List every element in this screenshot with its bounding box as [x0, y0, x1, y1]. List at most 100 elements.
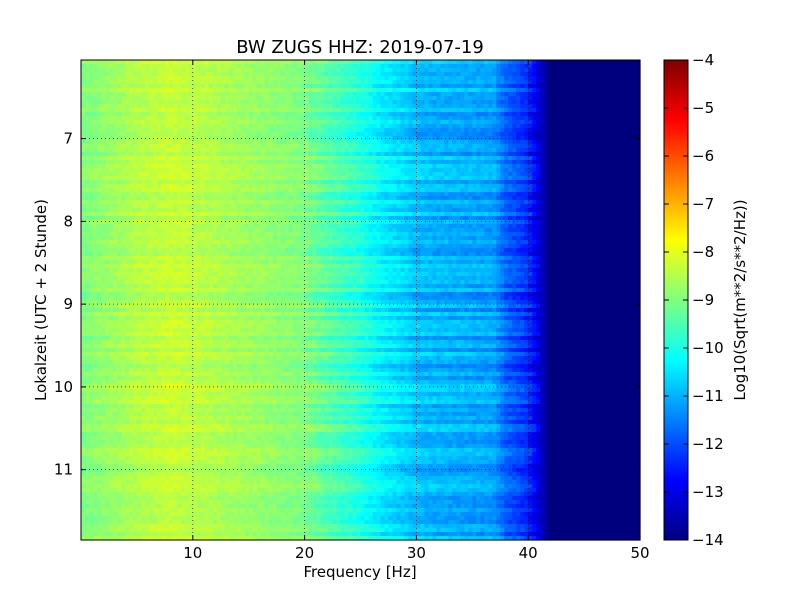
heatmap-cell	[404, 84, 410, 89]
heatmap-cell	[540, 116, 545, 121]
heatmap-cell	[476, 136, 481, 141]
heatmap-cell	[300, 192, 306, 197]
heatmap-cell	[208, 164, 214, 169]
heatmap-cell	[564, 164, 569, 169]
heatmap-cell	[416, 192, 421, 197]
heatmap-cell	[236, 68, 242, 73]
heatmap-cell	[600, 124, 605, 129]
heatmap-cell	[240, 140, 246, 145]
heatmap-cell	[232, 92, 238, 97]
heatmap-cell	[400, 84, 406, 89]
heatmap-cell	[236, 80, 242, 85]
heatmap-cell	[148, 148, 154, 153]
heatmap-cell	[336, 156, 342, 161]
heatmap-cell	[380, 68, 386, 73]
heatmap-cell	[81, 76, 86, 81]
heatmap-cell	[116, 168, 122, 173]
heatmap-cell	[228, 112, 234, 117]
heatmap-cell	[476, 128, 481, 133]
heatmap-cell	[172, 120, 178, 125]
heatmap-cell	[216, 172, 222, 177]
heatmap-cell	[184, 68, 190, 73]
heatmap-cell	[628, 140, 633, 145]
heatmap-cell	[292, 196, 298, 201]
heatmap-cell	[440, 96, 445, 101]
heatmap-cell	[416, 92, 421, 97]
heatmap-cell	[568, 144, 573, 149]
heatmap-cell	[280, 200, 286, 205]
heatmap-cell	[372, 148, 378, 153]
heatmap-cell	[304, 188, 310, 193]
heatmap-cell	[136, 180, 142, 185]
heatmap-cell	[160, 180, 166, 185]
heatmap-cell	[216, 128, 222, 133]
heatmap-cell	[436, 156, 441, 161]
heatmap-cell	[524, 60, 529, 65]
heatmap-cell	[168, 76, 174, 81]
heatmap-cell	[228, 60, 234, 65]
heatmap-cell	[516, 192, 521, 197]
heatmap-cell	[168, 112, 174, 117]
heatmap-cell	[192, 132, 198, 137]
heatmap-cell	[612, 108, 617, 113]
heatmap-cell	[384, 108, 390, 113]
heatmap-cell	[144, 124, 150, 129]
heatmap-cell	[260, 196, 266, 201]
heatmap-cell	[164, 172, 170, 177]
heatmap-cell	[572, 140, 577, 145]
heatmap-cell	[268, 108, 274, 113]
heatmap-cell	[380, 196, 386, 201]
heatmap-cell	[408, 172, 413, 177]
heatmap-cell	[124, 132, 130, 137]
heatmap-cell	[360, 192, 366, 197]
heatmap-cell	[364, 144, 370, 149]
heatmap-cell	[336, 88, 342, 93]
heatmap-cell	[596, 132, 601, 137]
heatmap-cell	[228, 148, 234, 153]
heatmap-cell	[424, 136, 429, 141]
heatmap-cell	[420, 200, 425, 205]
heatmap-cell	[432, 184, 437, 189]
heatmap-cell	[176, 104, 182, 109]
heatmap-cell	[620, 84, 625, 89]
heatmap-cell	[452, 72, 457, 77]
heatmap-cell	[356, 148, 362, 153]
heatmap-cell	[576, 136, 581, 141]
heatmap-cell	[152, 112, 158, 117]
heatmap-cell	[224, 200, 230, 205]
heatmap-cell	[508, 112, 513, 117]
heatmap-cell	[384, 164, 390, 169]
heatmap-cell	[292, 120, 298, 125]
heatmap-cell	[560, 148, 565, 153]
heatmap-cell	[480, 164, 485, 169]
heatmap-cell	[452, 172, 457, 177]
heatmap-cell	[484, 68, 489, 73]
heatmap-cell	[560, 60, 565, 65]
heatmap-cell	[120, 200, 126, 205]
heatmap-cell	[548, 160, 553, 165]
heatmap-cell	[500, 76, 505, 81]
heatmap-cell	[488, 112, 493, 117]
heatmap-cell	[624, 76, 629, 81]
heatmap-cell	[100, 140, 106, 145]
heatmap-cell	[620, 148, 625, 153]
heatmap-cell	[368, 100, 374, 105]
heatmap-cell	[540, 80, 545, 85]
heatmap-cell	[484, 92, 489, 97]
heatmap-cell	[460, 192, 465, 197]
heatmap-cell	[208, 68, 214, 73]
heatmap-cell	[492, 104, 497, 109]
heatmap-cell	[376, 92, 382, 97]
heatmap-cell	[148, 168, 154, 173]
heatmap-cell	[456, 116, 461, 121]
heatmap-cell	[620, 96, 625, 101]
heatmap-cell	[300, 188, 306, 193]
heatmap-cell	[524, 160, 529, 165]
heatmap-cell	[596, 192, 601, 197]
heatmap-cell	[348, 120, 354, 125]
heatmap-cell	[236, 64, 242, 69]
heatmap-cell	[360, 104, 366, 109]
heatmap-cell	[284, 176, 290, 181]
heatmap-cell	[368, 80, 374, 85]
heatmap-cell	[132, 68, 138, 73]
